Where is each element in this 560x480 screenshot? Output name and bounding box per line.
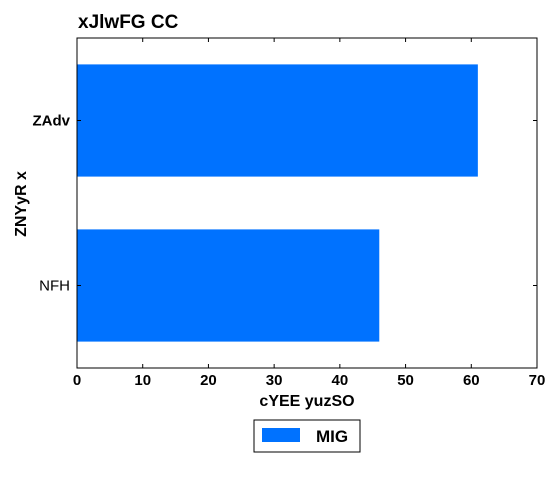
- chart-title: xJlwFG CC: [78, 12, 179, 33]
- x-axis-label: cYEE yuzSO: [259, 393, 354, 410]
- x-tick-label: 50: [397, 372, 414, 389]
- x-tick-label: 60: [463, 372, 480, 389]
- legend-label: MIG: [316, 427, 348, 446]
- x-tick-label: 40: [332, 372, 349, 389]
- x-tick-label: 10: [134, 372, 151, 389]
- plot-frame: [76, 37, 538, 369]
- legend: MIG: [253, 419, 361, 453]
- plot-area: ZAdv NFH 0 10 20 30 40 50 60 70: [33, 37, 546, 389]
- bar: [77, 64, 478, 177]
- x-tick-label: 30: [266, 372, 283, 389]
- bar: [77, 229, 380, 342]
- x-tick-label: 70: [529, 372, 546, 389]
- legend-swatch: [262, 428, 300, 442]
- y-tick-label: ZAdv: [33, 113, 71, 130]
- y-tick-label: NFH: [39, 278, 70, 295]
- x-tick-label: 20: [200, 372, 217, 389]
- y-axis-label: ZNYyR x: [13, 171, 30, 237]
- x-tick-label: 0: [73, 372, 81, 389]
